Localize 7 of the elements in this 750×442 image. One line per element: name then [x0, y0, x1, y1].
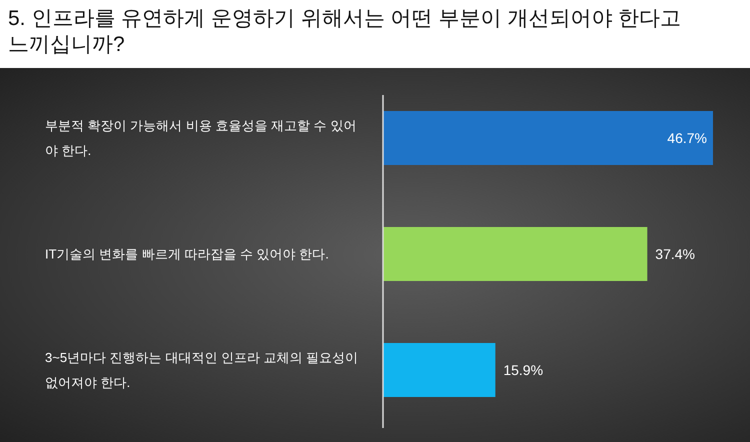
y-tick-label: 부분적 확장이 가능해서 비용 효율성을 재고할 수 있어야 한다. [45, 117, 358, 160]
data-label: 46.7% [667, 130, 707, 146]
chart-title: 5. 인프라를 유연하게 운영하기 위해서는 어떤 부분이 개선되어야 한다고 느끼십니까? [8, 6, 682, 58]
y-tick-label: IT기술의 변화를 빠르게 따라잡을 수 있어야 한다. [45, 246, 330, 264]
y-tick-label: 3~5년마다 진행하는 대대적인 인프라 교체의 필요성이 없어져야 한다. [45, 349, 360, 392]
data-label: 15.9% [503, 362, 544, 378]
data-label: 37.4% [655, 246, 695, 262]
